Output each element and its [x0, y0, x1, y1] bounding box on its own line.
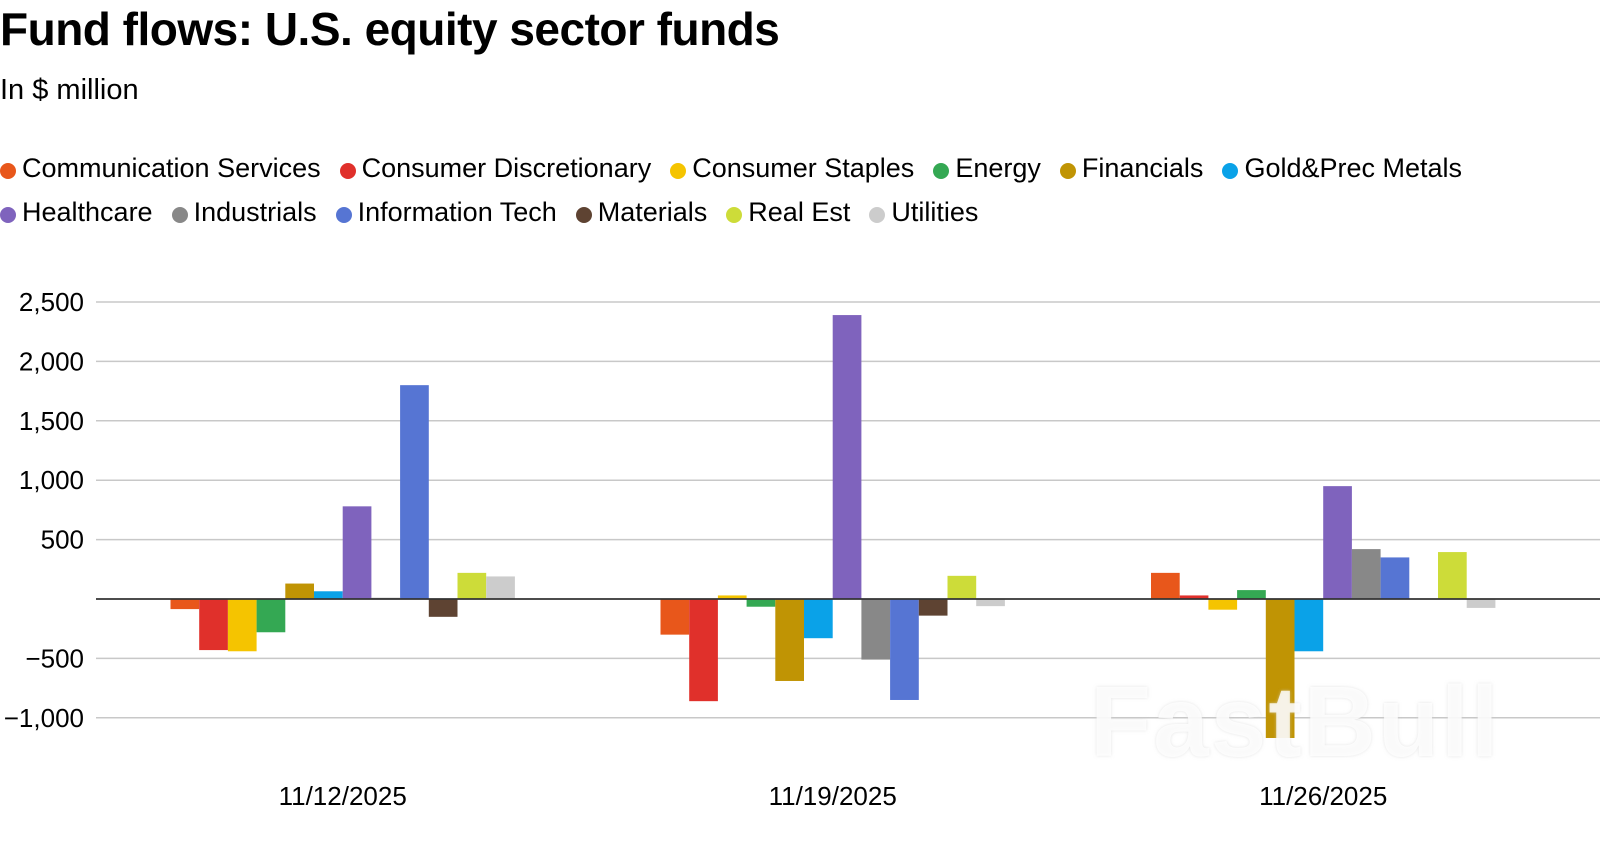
- bar-group-11-26-2025: [1151, 486, 1496, 738]
- x-tick-label: 11/12/2025: [279, 781, 407, 811]
- x-tick-label: 11/19/2025: [769, 781, 897, 811]
- bar-consumer-staples: [1208, 599, 1238, 610]
- bar-information-tech: [1380, 557, 1410, 599]
- bar-group-11-12-2025: [170, 385, 515, 652]
- legend-item-utilities: Utilities: [869, 197, 978, 228]
- y-tick-label: 1,000: [19, 465, 84, 495]
- bar-real-est: [457, 572, 487, 599]
- y-tick-label: 500: [41, 525, 84, 555]
- legend-item-financials: Financials: [1059, 152, 1204, 184]
- legend-swatch: [933, 162, 950, 179]
- bar-utilities: [976, 599, 1005, 607]
- y-tick-label: 2,000: [19, 346, 84, 376]
- y-tick-label: 2,500: [19, 287, 84, 317]
- legend-swatch: [670, 162, 687, 179]
- legend-item-energy: Energy: [933, 153, 1041, 184]
- bar-industrials: [1351, 549, 1381, 599]
- bar-materials: [428, 599, 458, 617]
- legend-item-healthcare: Healthcare: [0, 197, 153, 228]
- legend-item-communication-services: Communication Services: [0, 153, 321, 184]
- y-tick-label: −500: [25, 643, 84, 673]
- y-tick-label: 1,500: [19, 406, 84, 436]
- legend-swatch: [726, 206, 743, 223]
- bar-healthcare: [1323, 486, 1352, 599]
- bar-consumer-discretionary: [689, 599, 718, 702]
- legend-label: Industrials: [193, 196, 317, 227]
- bar-energy: [256, 599, 286, 633]
- legend-item-industrials: Industrials: [171, 196, 317, 228]
- chart-subtitle: In $ million: [0, 74, 139, 106]
- legend-label: Gold&Prec Metals: [1244, 152, 1463, 183]
- legend-label: Healthcare: [22, 196, 153, 227]
- legend-swatch: [0, 162, 16, 179]
- bar-materials: [918, 599, 948, 616]
- bar-communication-services: [660, 599, 690, 635]
- legend-item-information-tech: Information Tech: [335, 196, 557, 228]
- bar-communication-services: [1151, 572, 1180, 599]
- x-tick-label: 11/26/2025: [1259, 781, 1387, 811]
- bar-real-est: [947, 575, 977, 599]
- bar-communication-services: [170, 599, 200, 610]
- legend-label: Consumer Staples: [692, 152, 915, 183]
- bar-consumer-staples: [717, 595, 747, 599]
- legend-item-real-est: Real Est: [726, 197, 850, 228]
- legend-swatch: [869, 206, 886, 223]
- bar-industrials: [861, 599, 891, 660]
- bar-consumer-staples: [227, 599, 257, 652]
- y-tick-label: −1,000: [4, 703, 84, 733]
- bar-gold-prec-metals: [314, 591, 343, 599]
- legend-item-consumer-staples: Consumer Staples: [670, 153, 914, 184]
- legend-swatch: [1222, 162, 1239, 179]
- bar-financials: [1265, 599, 1295, 738]
- bar-information-tech: [890, 599, 919, 700]
- bar-healthcare: [832, 315, 862, 599]
- legend-swatch: [575, 206, 592, 223]
- bar-information-tech: [400, 385, 429, 599]
- legend-label: Materials: [597, 196, 708, 227]
- bar-gold-prec-metals: [1294, 599, 1324, 652]
- legend-label: Information Tech: [357, 196, 557, 227]
- bar-financials: [285, 583, 314, 599]
- bar-gold-prec-metals: [804, 599, 833, 639]
- legend-label: Energy: [955, 152, 1041, 183]
- legend-row: Healthcare Industrials Information Tech Mat…: [0, 190, 1580, 234]
- bar-consumer-discretionary: [199, 599, 228, 651]
- bar-energy: [1237, 590, 1266, 599]
- chart-title: Fund flows: U.S. equity sector funds: [0, 3, 780, 55]
- bar-financials: [775, 599, 804, 681]
- bar-consumer-discretionary: [1179, 595, 1209, 599]
- legend-label: Utilities: [891, 196, 979, 227]
- legend-item-consumer-discretionary: Consumer Discretionary: [339, 152, 652, 184]
- legend-swatch: [335, 206, 352, 223]
- bar-group-11-19-2025: [660, 315, 1005, 702]
- legend-item-materials: Materials: [575, 196, 708, 228]
- legend-swatch: [0, 206, 16, 223]
- legend-swatch: [1059, 162, 1076, 179]
- legend-label: Financials: [1081, 152, 1204, 183]
- bar-healthcare: [342, 506, 372, 599]
- bar-energy: [746, 599, 776, 607]
- bar-chart: −1,000 −500 500 1,000 1,500 2,000 2,500 11/12/2…: [4, 287, 1600, 811]
- legend-swatch: [339, 162, 356, 179]
- bar-utilities: [1466, 599, 1496, 608]
- legend-label: Real Est: [748, 196, 851, 227]
- legend-label: Communication Services: [22, 152, 321, 183]
- legend-row: Communication Services Consumer Discretio…: [0, 146, 1580, 190]
- bar-utilities: [486, 576, 515, 599]
- legend-item-gold-prec-metals: Gold&Prec Metals: [1222, 153, 1462, 184]
- bar-real-est: [1438, 552, 1467, 599]
- legend-label: Consumer Discretionary: [361, 152, 652, 183]
- watermark: FastBull: [1090, 666, 1501, 778]
- legend: Communication Services Consumer Discretio…: [0, 146, 1580, 234]
- legend-swatch: [171, 206, 188, 223]
